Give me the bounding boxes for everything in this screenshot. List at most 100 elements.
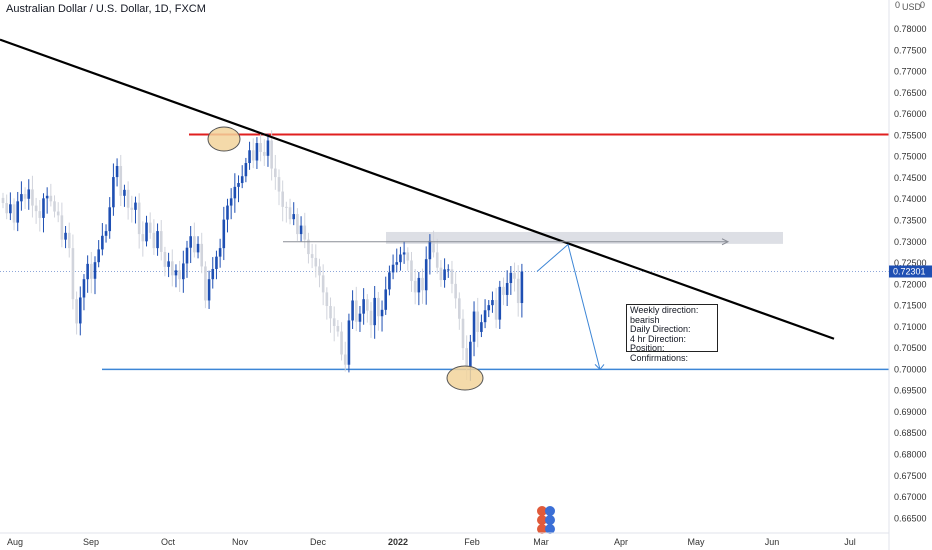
price-tick-label: 0.67500	[894, 471, 927, 481]
price-tick-label: 0.73500	[894, 215, 927, 225]
candle-body	[358, 313, 362, 322]
price-tick-label: 0.69000	[894, 407, 927, 417]
candle-body	[502, 286, 505, 295]
candle-body	[336, 325, 340, 332]
levels	[102, 133, 889, 371]
candle-body	[119, 166, 123, 196]
price-tick-label: 0.71500	[894, 301, 927, 311]
descending-trendline	[0, 38, 835, 340]
candle-body	[318, 266, 321, 276]
candle-body	[71, 248, 75, 300]
candle-body	[513, 272, 516, 279]
candle-body	[56, 211, 60, 216]
event-flag-right	[545, 506, 555, 516]
candle-body	[170, 261, 174, 276]
candle-body	[277, 177, 281, 192]
candle-body	[97, 249, 100, 263]
candle-body	[498, 286, 502, 320]
price-tick-label: 0.73000	[894, 237, 927, 247]
candle-body	[399, 254, 402, 263]
price-tick-label: 0.76000	[894, 109, 927, 119]
candle-body	[218, 248, 222, 257]
candle-body	[310, 254, 314, 258]
candle-body	[373, 297, 376, 326]
chart-title: Australian Dollar / U.S. Dollar, 1D, FXC…	[6, 3, 206, 15]
candle-body	[321, 275, 325, 293]
candle-body	[516, 278, 520, 304]
candle-body	[112, 177, 115, 208]
candle-body	[82, 279, 86, 298]
time-tick-label: Nov	[232, 537, 249, 547]
price-tick-label: 0.67000	[894, 492, 927, 502]
candle-body	[237, 183, 240, 187]
candle-body	[417, 277, 421, 293]
axis-zero-label: 0	[895, 0, 901, 10]
price-tick-label: 0.78000	[894, 24, 927, 34]
candle-body	[67, 232, 71, 249]
candle-body	[494, 300, 498, 320]
price-tick-label: 0.74500	[894, 173, 927, 183]
candle-body	[211, 268, 215, 280]
candle-body	[207, 279, 211, 301]
economic-event-icon	[537, 506, 555, 516]
price-tick-label: 0.66500	[894, 513, 927, 523]
candle-body	[123, 189, 126, 196]
candle-body	[12, 204, 16, 223]
candle-body	[285, 206, 288, 208]
currency-suffix: 0	[920, 0, 926, 10]
candle-body	[34, 205, 38, 212]
candle-body	[134, 202, 137, 210]
drawings	[0, 38, 835, 534]
candle-body	[152, 232, 156, 249]
candle-body	[182, 263, 185, 280]
candle-body	[520, 271, 524, 304]
candle-body	[476, 311, 480, 332]
note-line: Position:	[630, 343, 665, 353]
candle-body	[366, 299, 369, 311]
current-price-tag	[889, 265, 932, 278]
event-flag-left	[537, 524, 547, 534]
event-flag-left	[537, 506, 547, 516]
candle-body	[288, 207, 292, 220]
candle-body	[141, 234, 145, 242]
candle-body	[491, 300, 494, 306]
candle-body	[189, 236, 192, 248]
candle-body	[505, 283, 509, 295]
time-tick-label: Dec	[310, 537, 327, 547]
candle-body	[292, 214, 296, 220]
note-line: bearish	[630, 314, 660, 325]
time-tick-label: Feb	[464, 537, 480, 547]
time-tick-label: 2022	[388, 537, 408, 547]
note-line: Weekly direction:	[630, 305, 699, 315]
candle-body	[391, 264, 395, 273]
candle-body	[340, 331, 343, 355]
candle-body	[49, 195, 53, 202]
time-tick-label: May	[687, 537, 705, 547]
candle-body	[307, 239, 310, 255]
candle-body	[159, 231, 163, 252]
price-tick-label: 0.68000	[894, 450, 927, 460]
candle-body	[226, 205, 229, 220]
candle-body	[362, 299, 365, 314]
candle-body	[332, 318, 336, 326]
candle-body	[428, 240, 432, 260]
event-flag-left	[537, 515, 547, 525]
candle-body	[472, 311, 476, 342]
candle-body	[421, 277, 424, 291]
price-tick-label: 0.75000	[894, 152, 927, 162]
candle-body	[215, 256, 218, 269]
event-flag-right	[545, 515, 555, 525]
candle-body	[354, 300, 358, 322]
candle-body	[251, 150, 255, 161]
candle-body	[377, 297, 380, 317]
projection-path	[536, 243, 601, 370]
candle-body	[16, 201, 20, 223]
candle-body	[413, 280, 417, 293]
candle-body	[45, 195, 49, 199]
candles	[1, 130, 524, 381]
note-line: Confirmations:	[630, 352, 689, 363]
candle-body	[185, 247, 189, 264]
time-axis: Aug Sep Oct Nov Dec 2022 Feb Mar Apr May Jun Jul	[0, 532, 889, 547]
candle-body	[86, 263, 89, 280]
candle-body	[424, 259, 428, 291]
